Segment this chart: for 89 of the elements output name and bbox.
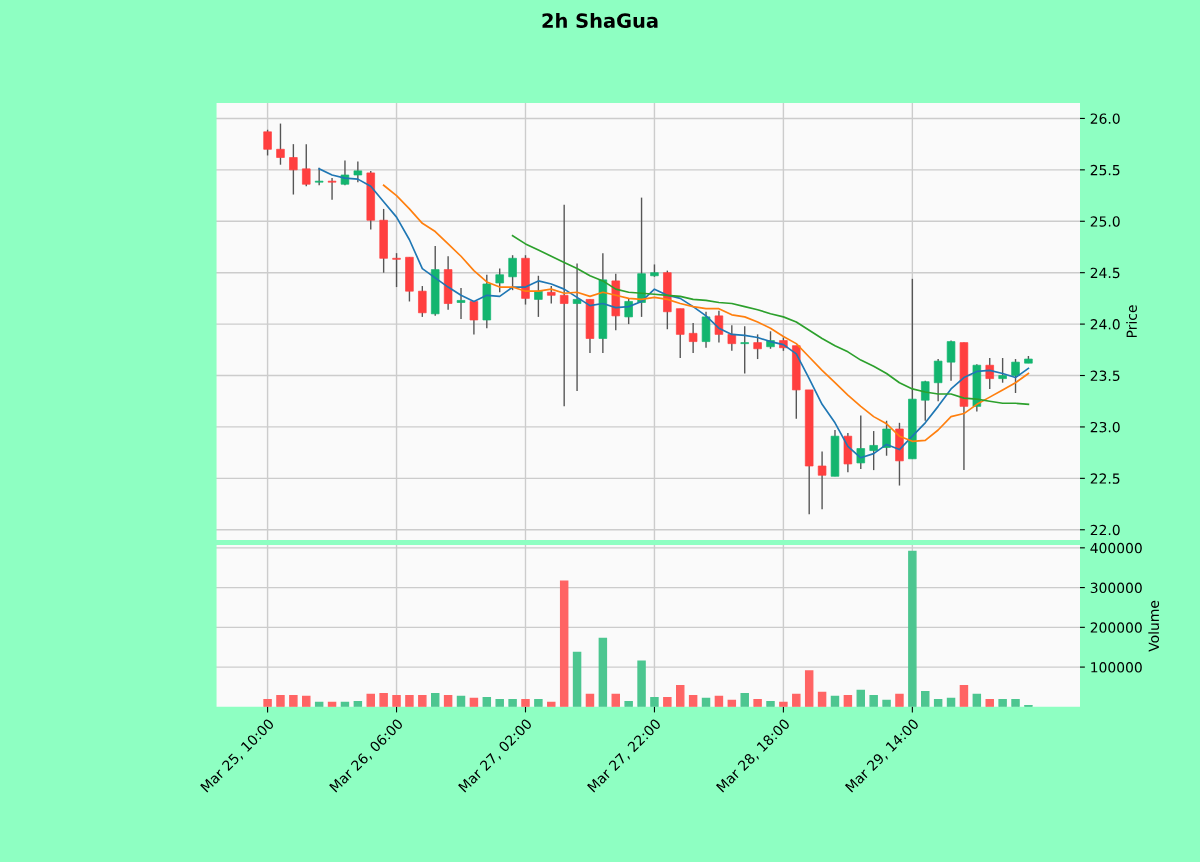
y-tick-label: 22.5	[1090, 473, 1120, 484]
candlestick	[534, 275, 543, 318]
bar	[856, 689, 866, 707]
candlestick	[353, 160, 363, 183]
bar	[959, 685, 969, 707]
candlestick	[753, 333, 762, 360]
y-tick-label: 23.0	[1090, 421, 1120, 433]
candlestick	[495, 267, 504, 293]
bar	[276, 695, 285, 707]
candlestick	[302, 143, 311, 187]
candlestick	[985, 357, 994, 390]
bar	[405, 695, 414, 707]
y-tick-label: 400000	[1090, 542, 1142, 554]
y-tick-label: 25.0	[1090, 216, 1120, 227]
candlestick	[572, 262, 582, 392]
bar	[534, 698, 543, 707]
bar	[637, 660, 646, 707]
candlestick	[1011, 358, 1020, 394]
y-tick-label: 300000	[1090, 582, 1142, 594]
candlestick	[624, 297, 633, 325]
y-axis-title: Price	[1126, 305, 1137, 338]
y-tick-label: 24.5	[1090, 267, 1120, 279]
candlestick	[817, 450, 827, 510]
y-tick-label: 200000	[1090, 622, 1142, 633]
bar	[302, 695, 311, 707]
bar	[998, 698, 1007, 707]
y-tick-label: 100000	[1091, 662, 1142, 673]
y-tick-label: 23.5	[1090, 370, 1120, 381]
bar	[688, 695, 698, 707]
candlestick	[882, 420, 891, 457]
candlestick	[740, 325, 749, 375]
bar	[379, 693, 388, 707]
candlestick	[856, 414, 865, 470]
y-axis-title: Volume	[1148, 600, 1160, 652]
candlestick	[559, 204, 569, 408]
candlestick	[392, 252, 401, 288]
bar	[1011, 698, 1020, 707]
bar	[908, 550, 917, 707]
candlestick	[314, 167, 324, 186]
chart-title: 2h ShaGua	[542, 12, 658, 28]
candlestick	[456, 287, 466, 320]
bar	[572, 651, 582, 707]
bar	[675, 685, 685, 707]
bar	[882, 699, 891, 707]
bar	[895, 693, 904, 707]
bar	[289, 695, 298, 707]
bar	[843, 695, 853, 707]
candlestick	[714, 310, 724, 344]
candlestick	[289, 143, 298, 196]
bar	[559, 580, 569, 707]
line-series	[382, 184, 1030, 443]
candlestick	[418, 285, 427, 318]
bar	[663, 697, 672, 707]
bar	[766, 700, 775, 707]
candlestick	[946, 339, 956, 382]
bar	[521, 698, 530, 707]
bar	[817, 691, 827, 707]
y-tick-label: 26.0	[1090, 113, 1120, 124]
candlestick	[688, 322, 698, 354]
candlestick	[276, 122, 285, 166]
candlestick	[727, 324, 737, 352]
bar	[508, 698, 517, 707]
bar	[650, 697, 659, 707]
candlestick	[469, 300, 479, 336]
bar	[495, 698, 504, 707]
candlestick	[263, 129, 272, 157]
bar	[740, 693, 749, 707]
line-series	[511, 234, 1030, 406]
bar	[430, 693, 440, 707]
bar	[753, 698, 762, 707]
bar	[624, 700, 633, 707]
y-tick-label: 25.5	[1090, 164, 1120, 176]
bar	[392, 695, 401, 707]
bar	[263, 698, 272, 707]
candlestick	[869, 430, 878, 471]
bar	[792, 693, 801, 707]
y-tick-label: 22.0	[1090, 524, 1120, 536]
candlestick	[327, 177, 337, 201]
bar	[443, 695, 453, 707]
bar	[804, 670, 814, 707]
y-tick-label: 24.0	[1090, 319, 1120, 330]
bar	[869, 695, 878, 707]
candlestick	[998, 357, 1007, 384]
bar	[921, 691, 930, 707]
candlestick	[508, 254, 517, 291]
candlestick	[933, 358, 943, 402]
bar	[985, 698, 994, 707]
bar	[598, 637, 608, 707]
bar	[418, 695, 427, 707]
